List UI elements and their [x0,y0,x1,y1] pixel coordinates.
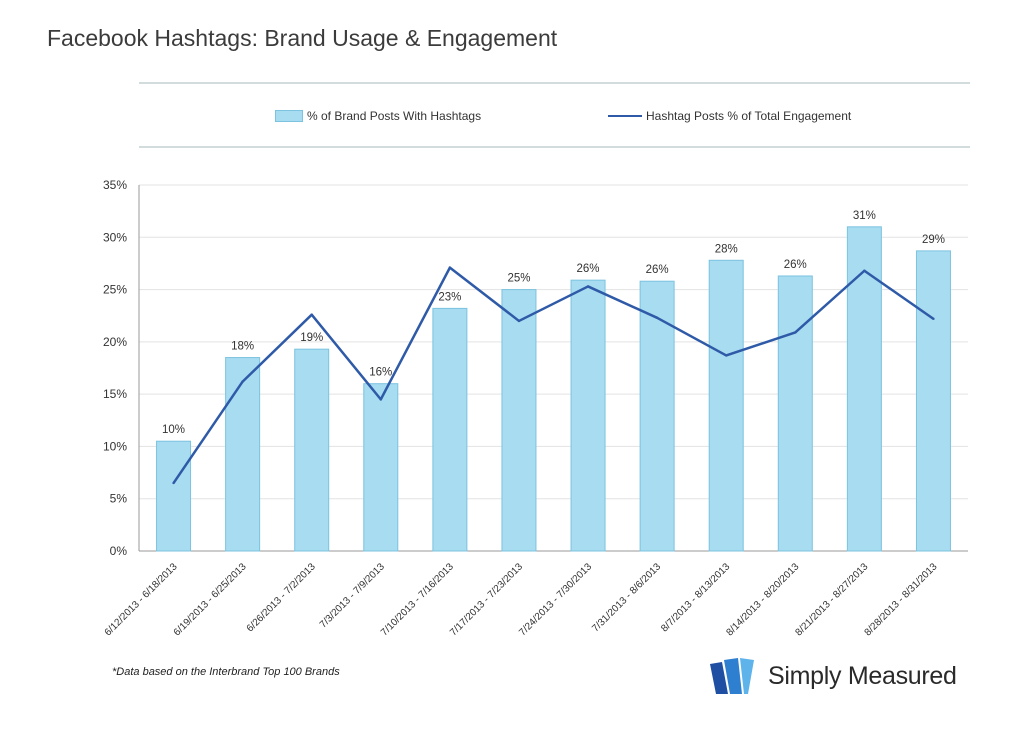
engagement-point [241,380,244,383]
bar [501,289,537,552]
bar [432,307,468,552]
bar [363,383,399,552]
top-divider [139,82,970,84]
chart-area: 0% 5% 10% 15% 20% 25% 30% 35% 10% 18% 19% 16% 23% 25%… [103,178,968,638]
x-tick-label: 8/28/2013 - 8/31/2013 [863,561,940,638]
bar [639,280,675,552]
x-tick-label: 8/21/2013 - 8/27/2013 [794,561,871,638]
bottom-divider [139,146,970,148]
bar-data-label: 10% [162,424,185,436]
x-tick-label: 7/10/2013 - 7/16/2013 [379,561,456,638]
x-tick-label: 6/12/2013 - 6/18/2013 [103,561,180,638]
y-tick-label: 20% [103,335,127,349]
y-tick-label: 25% [103,283,127,297]
bar-data-label: 26% [646,264,669,276]
bar-data-label: 25% [507,273,530,285]
bar [915,250,951,552]
bar-data-label: 26% [784,259,807,271]
engagement-point [655,316,659,320]
x-tick-label: 6/19/2013 - 6/25/2013 [172,561,249,638]
bar [777,275,813,552]
simply-measured-logo-icon [710,658,754,694]
bar [570,279,606,552]
bar-data-label: 28% [715,243,738,255]
x-tick-label: 7/31/2013 - 8/6/2013 [590,561,663,634]
x-tick-label: 7/24/2013 - 7/30/2013 [517,561,594,638]
brand-logo: Simply Measured [708,656,957,696]
engagement-point [379,398,382,401]
engagement-point [725,354,728,357]
footnote: *Data based on the Interbrand Top 100 Br… [112,666,340,678]
legend-bar-swatch [275,110,303,122]
engagement-point [932,317,935,321]
engagement-line [172,266,935,484]
y-tick-label: 5% [110,492,128,506]
x-tick-label: 7/17/2013 - 7/23/2013 [448,561,525,638]
legend-line-swatch [608,115,642,117]
engagement-point [448,266,452,269]
legend-line-label: Hashtag Posts % of Total Engagement [646,109,852,123]
bar [846,226,882,552]
bar-data-label: 31% [853,210,876,222]
bar-data-label: 29% [922,234,945,246]
engagement-point [863,269,866,272]
brand-name: Simply Measured [768,661,957,690]
chart-title: Facebook Hashtags: Brand Usage & Engagem… [47,25,558,51]
bar [156,440,192,552]
x-tick-label: 6/26/2013 - 7/2/2013 [245,561,318,634]
bar [708,259,744,552]
y-tick-label: 35% [103,178,127,192]
bar [294,348,330,552]
legend: % of Brand Posts With Hashtags Hashtag P… [0,106,1024,128]
engagement-point [310,313,313,316]
engagement-point [517,319,521,323]
engagement-point [586,285,590,288]
engagement-point [172,481,175,485]
bar [225,357,261,552]
x-tick-label: 8/14/2013 - 8/20/2013 [724,561,801,638]
bar-data-label: 16% [369,367,392,379]
legend-item-line: Hashtag Posts % of Total Engagement [608,109,851,123]
y-tick-label: 10% [103,439,127,453]
y-tick-label: 15% [103,387,127,401]
bar-data-label: 19% [300,332,323,344]
bar-data-label: 23% [438,291,461,303]
x-tick-label: 7/3/2013 - 7/9/2013 [318,561,387,630]
y-tick-label: 30% [103,230,127,244]
bar-data-label: 18% [231,341,254,353]
engagement-point [794,331,797,334]
y-tick-label: 0% [110,544,128,558]
bar-data-label: 26% [577,263,600,275]
legend-item-bars: % of Brand Posts With Hashtags [275,109,481,123]
x-tick-label: 8/7/2013 - 8/13/2013 [659,561,732,634]
legend-bar-label: % of Brand Posts With Hashtags [307,109,482,123]
